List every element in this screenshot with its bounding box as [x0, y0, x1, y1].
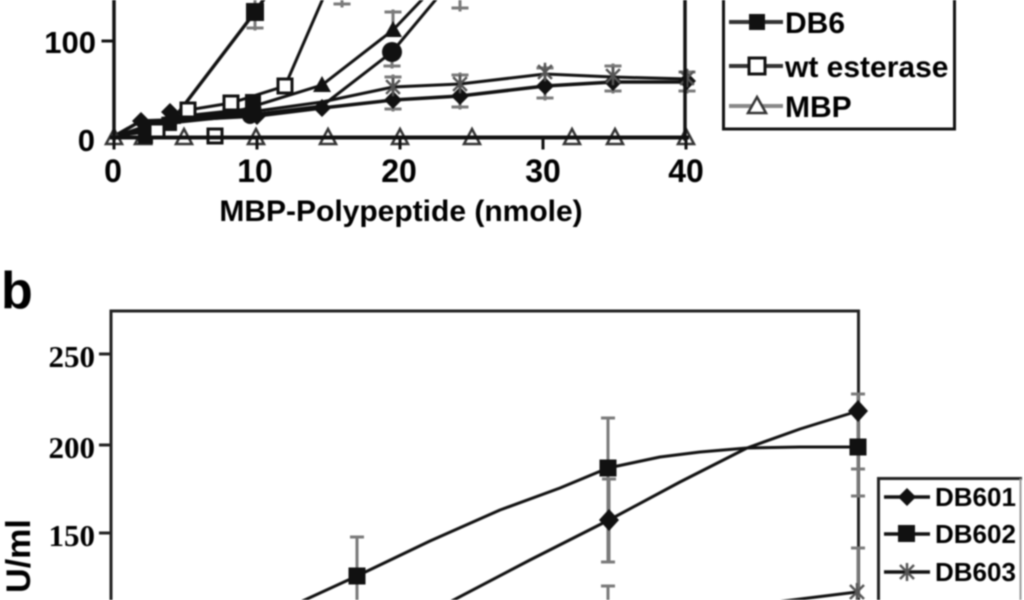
svg-text:DB601: DB601	[935, 482, 1016, 512]
svg-text:250: 250	[49, 339, 96, 374]
svg-text:100: 100	[44, 25, 96, 60]
svg-text:0: 0	[104, 153, 122, 189]
svg-text:150: 150	[49, 518, 96, 553]
svg-text:MBP: MBP	[785, 91, 852, 124]
svg-text:200: 200	[49, 430, 96, 465]
svg-text:20: 20	[381, 153, 417, 189]
svg-text:DB603: DB603	[935, 557, 1016, 587]
svg-text:MBP-Polypeptide (nmole): MBP-Polypeptide (nmole)	[219, 195, 582, 228]
svg-text:b: b	[1, 262, 33, 320]
svg-text:wt esterase: wt esterase	[784, 51, 948, 84]
svg-text:30: 30	[525, 153, 561, 189]
svg-text:U/ml: U/ml	[0, 519, 38, 593]
svg-text:40: 40	[668, 153, 704, 189]
svg-text:DB602: DB602	[935, 519, 1016, 549]
svg-text:0: 0	[78, 123, 95, 158]
svg-text:10: 10	[237, 153, 273, 189]
svg-text:DB6: DB6	[785, 7, 845, 40]
